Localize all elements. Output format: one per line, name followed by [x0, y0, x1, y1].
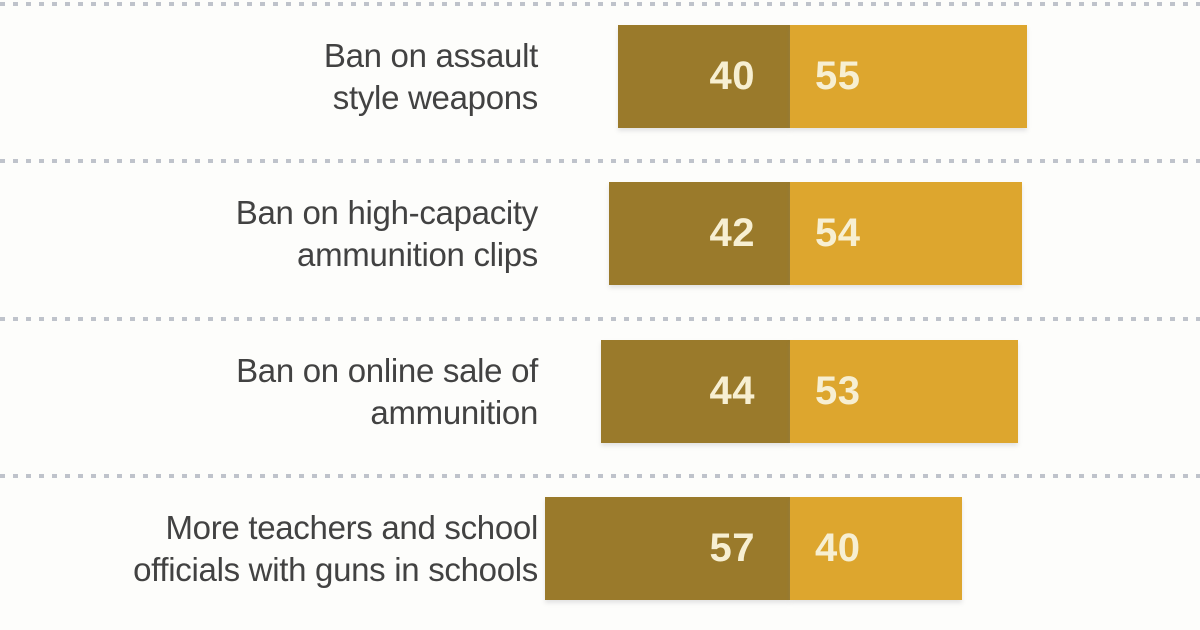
bar-dark-value: 40 — [709, 54, 755, 98]
row-label-line1: Ban on online sale of — [236, 351, 538, 389]
bar-light-value: 55 — [815, 54, 861, 98]
row-label-line1: Ban on high-capacity — [235, 193, 539, 231]
row-label: Ban on assault style weapons — [0, 25, 538, 128]
row-label-line2: officials with guns in schools — [133, 550, 538, 588]
chart-row-armed-teachers: More teachers and school officials with … — [0, 472, 1200, 630]
bar-light-segment: 54 — [790, 182, 1023, 285]
chart-row-assault-weapons: Ban on assault style weapons 40 55 — [0, 0, 1200, 158]
row-label: More teachers and school officials with … — [0, 497, 538, 600]
bar-light-segment: 40 — [790, 497, 962, 600]
bar-light-segment: 53 — [790, 340, 1018, 443]
bar-light-value: 54 — [815, 211, 861, 255]
dotted-separator — [0, 159, 1200, 163]
bar-dark-value: 57 — [709, 526, 755, 570]
row-label-line1: More teachers and school — [165, 508, 538, 546]
bar-dark-segment: 40 — [618, 25, 790, 128]
chart-row-high-capacity-clips: Ban on high-capacity ammunition clips 42… — [0, 157, 1200, 315]
row-label-line2: style weapons — [332, 78, 539, 116]
bar-dark-segment: 44 — [600, 340, 790, 443]
dotted-separator — [0, 474, 1200, 478]
bar-dark-value: 42 — [709, 211, 755, 255]
row-label-line2: ammunition clips — [297, 235, 538, 273]
bar-dark-segment: 57 — [544, 497, 790, 600]
row-label: Ban on high-capacity ammunition clips — [0, 182, 539, 285]
bar-dark-value: 44 — [709, 369, 755, 413]
bar-dark-segment: 42 — [609, 182, 790, 285]
bar-light-value: 40 — [815, 526, 861, 570]
dotted-separator — [0, 2, 1200, 6]
chart-row-online-ammo-sale: Ban on online sale of ammunition 44 53 — [0, 315, 1200, 473]
row-label-line2: ammunition — [370, 393, 538, 431]
row-label: Ban on online sale of ammunition — [0, 340, 538, 443]
bar-light-segment: 55 — [790, 25, 1027, 128]
row-label-line1: Ban on assault — [323, 36, 538, 74]
bar-light-value: 53 — [815, 369, 861, 413]
dotted-separator — [0, 317, 1200, 321]
